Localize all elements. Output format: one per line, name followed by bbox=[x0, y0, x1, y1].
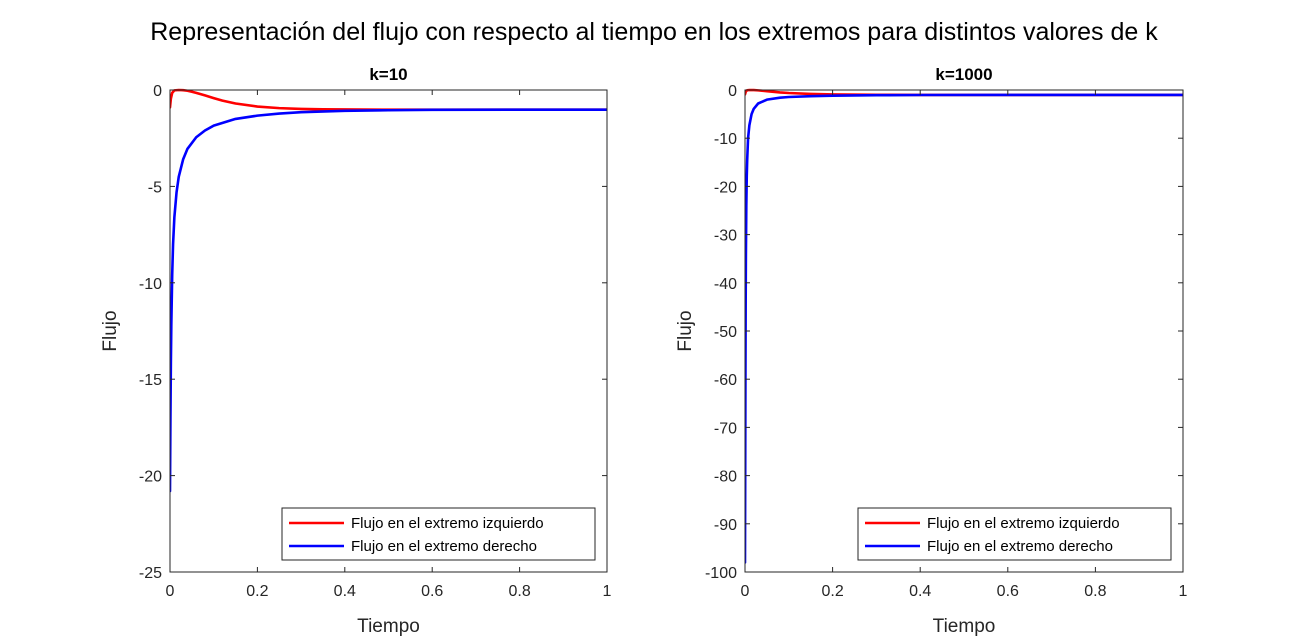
y-tick-label: -10 bbox=[714, 131, 737, 148]
y-tick-label: -40 bbox=[714, 276, 737, 293]
x-tick-label: 0.6 bbox=[997, 583, 1019, 600]
legend: Flujo en el extremo izquierdo Flujo en el… bbox=[281, 507, 596, 561]
chart-title: k=10 bbox=[369, 65, 407, 84]
y-tick-label: -15 bbox=[139, 372, 162, 389]
legend-entry: Flujo en el extremo derecho bbox=[927, 538, 1113, 555]
x-tick-label: 0.8 bbox=[1084, 583, 1106, 600]
y-tick-label: -20 bbox=[139, 469, 162, 486]
y-tick-label: -90 bbox=[714, 517, 737, 534]
y-tick-label: -25 bbox=[139, 565, 162, 582]
chart-panel-k10: k=10 0 0.2 0.4 0.6 0.8 1 -25 -20 -15 -10 -5 0 Tiempo F… bbox=[100, 65, 612, 637]
legend-entry: Flujo en el extremo derecho bbox=[351, 538, 537, 555]
x-tick-label: 0.2 bbox=[821, 583, 843, 600]
x-tick-label: 0.4 bbox=[334, 583, 356, 600]
y-tick-label: -60 bbox=[714, 372, 737, 389]
y-tick-label: -70 bbox=[714, 420, 737, 437]
x-tick-label: 0.4 bbox=[909, 583, 931, 600]
y-tick-label: -10 bbox=[139, 276, 162, 293]
series-line-derecho bbox=[170, 108, 607, 493]
x-tick-label: 0.2 bbox=[246, 583, 268, 600]
y-tick-label: -20 bbox=[714, 179, 737, 196]
legend-entry: Flujo en el extremo izquierdo bbox=[351, 515, 544, 532]
legend-box bbox=[281, 507, 596, 561]
y-tick-label: 0 bbox=[153, 83, 162, 100]
x-tick-label: 1 bbox=[1179, 583, 1188, 600]
y-tick-label: 0 bbox=[728, 83, 737, 100]
x-tick-label: 0.6 bbox=[421, 583, 443, 600]
x-tick-label: 1 bbox=[603, 583, 612, 600]
figure-suptitle: Representación del flujo con respecto al… bbox=[150, 18, 1158, 46]
y-axis-label: Flujo bbox=[100, 310, 121, 351]
series-line-derecho bbox=[745, 93, 1183, 564]
x-tick-label: 0.8 bbox=[508, 583, 530, 600]
axes-box bbox=[169, 89, 608, 573]
y-tick-label: -5 bbox=[148, 179, 162, 196]
y-tick-label: -30 bbox=[714, 228, 737, 245]
y-tick-label: -100 bbox=[705, 565, 737, 582]
y-tick-label: -50 bbox=[714, 324, 737, 341]
legend-entry: Flujo en el extremo izquierdo bbox=[927, 515, 1120, 532]
x-tick-label: 0 bbox=[741, 583, 750, 600]
x-axis-label: Tiempo bbox=[357, 616, 420, 637]
legend-box bbox=[857, 507, 1172, 561]
chart-title: k=1000 bbox=[935, 65, 992, 84]
legend: Flujo en el extremo izquierdo Flujo en el… bbox=[857, 507, 1172, 561]
x-axis-label: Tiempo bbox=[933, 616, 996, 637]
y-tick-label: -80 bbox=[714, 469, 737, 486]
x-tick-label: 0 bbox=[166, 583, 175, 600]
y-axis-label: Flujo bbox=[675, 310, 696, 351]
